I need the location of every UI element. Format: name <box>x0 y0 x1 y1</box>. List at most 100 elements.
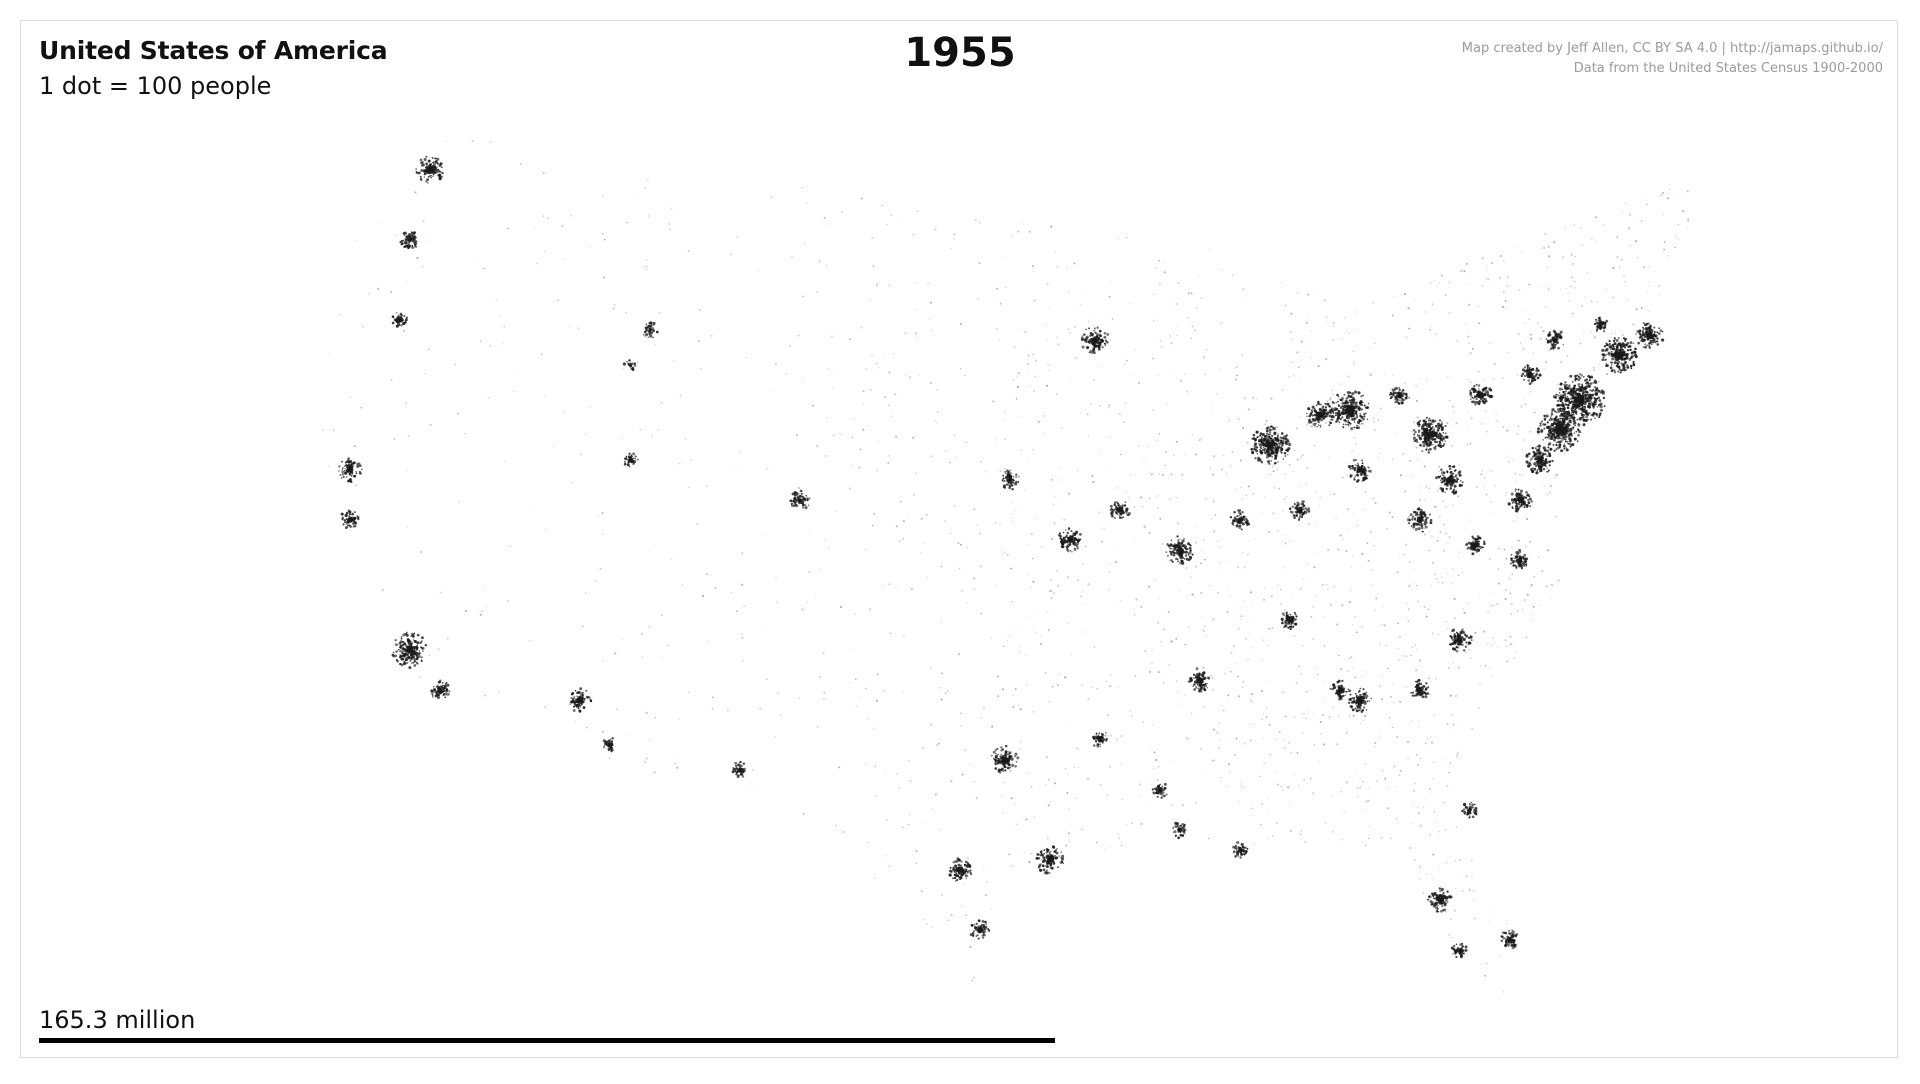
city-dot <box>1567 430 1570 433</box>
population-dot <box>1457 495 1460 498</box>
population-dot <box>1399 474 1402 477</box>
population-dot <box>1276 738 1278 741</box>
population-dot <box>1015 625 1017 628</box>
population-dot <box>1318 504 1320 506</box>
city-dot <box>1345 416 1349 420</box>
population-dot <box>1614 332 1616 334</box>
city-dot <box>1250 451 1254 454</box>
city-dot <box>1649 333 1651 336</box>
population-dot <box>1563 453 1566 455</box>
population-dot <box>502 343 505 345</box>
city-dot <box>1570 412 1573 414</box>
city-dot <box>1530 457 1533 461</box>
population-dot <box>1016 385 1019 389</box>
population-dot <box>1429 329 1432 331</box>
population-dot <box>936 411 939 413</box>
city-dot <box>1630 365 1632 368</box>
city-dot <box>1633 353 1638 357</box>
population-dot <box>515 372 517 374</box>
population-dot <box>674 755 676 757</box>
population-dot <box>1049 801 1051 804</box>
population-dot <box>1431 303 1434 305</box>
population-dot <box>1570 285 1572 288</box>
population-dot <box>1252 701 1254 704</box>
city-dot <box>1524 563 1528 566</box>
population-dot <box>1047 804 1050 807</box>
population-dot <box>1460 873 1462 875</box>
city-dot <box>1332 412 1335 415</box>
population-dot <box>1298 665 1301 668</box>
population-dot <box>1040 858 1043 861</box>
population-dot <box>1489 501 1492 504</box>
population-dot <box>479 613 482 616</box>
population-dot <box>1449 762 1452 765</box>
city-dot <box>1514 564 1517 567</box>
city-dot <box>1582 418 1586 422</box>
population-dot <box>1109 339 1111 341</box>
population-dot <box>1195 565 1197 568</box>
population-dot <box>1526 593 1529 596</box>
city-dot <box>1564 390 1567 393</box>
population-dot <box>1455 694 1457 697</box>
population-dot <box>1006 639 1009 642</box>
population-dot <box>1092 480 1095 483</box>
population-dot <box>741 583 744 586</box>
population-dot <box>936 422 938 424</box>
population-dot <box>1455 755 1458 758</box>
population-dot <box>1174 373 1176 375</box>
population-dot <box>1026 573 1029 576</box>
population-dot <box>1471 347 1474 350</box>
population-dot <box>349 396 352 398</box>
population-dot <box>1388 511 1391 514</box>
city-dot <box>1598 414 1601 417</box>
population-dot <box>1296 751 1299 754</box>
population-dot <box>1422 806 1424 808</box>
city-dot <box>1357 391 1361 395</box>
population-dot <box>1553 241 1556 244</box>
population-dot <box>1509 592 1512 595</box>
population-dot <box>1138 796 1140 798</box>
population-dot <box>1505 645 1508 647</box>
population-dot <box>1149 670 1152 673</box>
population-dot <box>1443 433 1446 435</box>
city-dot <box>1641 331 1645 335</box>
population-dot <box>1086 777 1090 780</box>
population-dot <box>1517 425 1520 428</box>
population-dot <box>1077 470 1079 472</box>
population-dot <box>1064 767 1067 770</box>
city-dot <box>1583 423 1586 426</box>
population-dot <box>1073 262 1076 265</box>
population-dot <box>1109 846 1111 848</box>
population-dot <box>1040 545 1043 548</box>
city-dot <box>1590 418 1593 421</box>
population-dot <box>939 829 941 831</box>
population-dot <box>876 284 878 287</box>
city-dot <box>1358 418 1361 421</box>
population-dot <box>1271 834 1274 837</box>
population-dot <box>1555 515 1558 518</box>
population-dot <box>971 588 973 590</box>
population-dot <box>1267 838 1269 840</box>
population-dot <box>912 436 915 439</box>
population-dot <box>1470 657 1473 660</box>
city-dot <box>1531 456 1534 458</box>
population-dot <box>1191 593 1194 596</box>
population-dot <box>854 613 856 615</box>
credits-author[interactable]: Map created by Jeff Allen, CC BY SA 4.0 … <box>1461 41 1883 56</box>
city-dot <box>1270 460 1273 462</box>
population-dot <box>1186 317 1189 319</box>
city-dot <box>1559 414 1562 418</box>
city-dot <box>1429 419 1432 422</box>
city-dot <box>1525 557 1529 561</box>
population-dot <box>1338 654 1340 657</box>
population-dot <box>1087 698 1090 701</box>
population-dot <box>1282 566 1285 569</box>
population-dot <box>802 379 805 382</box>
population-dot <box>1249 739 1252 742</box>
city-dot <box>1419 419 1422 422</box>
population-dot <box>1361 552 1364 555</box>
population-dot <box>1079 412 1081 414</box>
population-dot <box>1019 646 1022 648</box>
population-dot <box>1282 691 1285 694</box>
population-dot <box>799 697 801 699</box>
